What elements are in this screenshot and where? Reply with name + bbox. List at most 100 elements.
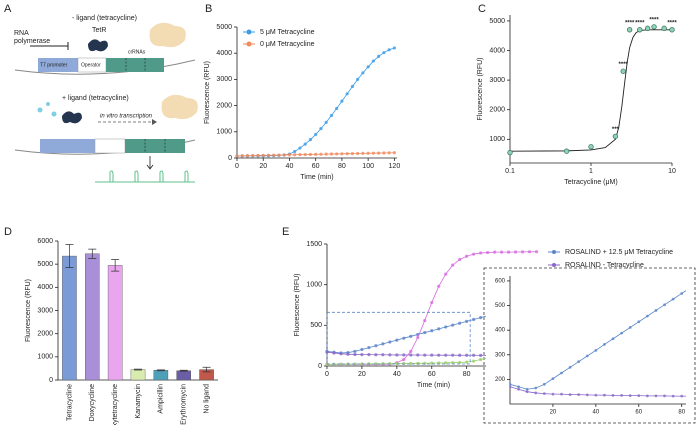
data-point	[303, 152, 307, 157]
x-tick-label: 20	[550, 410, 557, 416]
data-point	[437, 353, 441, 357]
data-point	[332, 351, 336, 355]
data-point	[637, 394, 641, 398]
data-point	[339, 352, 343, 356]
data-point	[382, 151, 386, 155]
x-tick-label: 20	[358, 371, 366, 378]
data-point	[423, 330, 427, 335]
repression-arrow	[30, 42, 69, 50]
data-point	[525, 387, 529, 391]
data-point	[644, 25, 651, 31]
inset-bg	[486, 270, 693, 421]
data-point	[353, 349, 357, 353]
y-tick-label: 5000	[216, 24, 232, 31]
data-point	[402, 336, 406, 340]
data-point	[324, 152, 328, 156]
data-point	[314, 152, 318, 156]
y-tick-label: 1000	[489, 136, 505, 143]
data-point	[360, 362, 364, 366]
x-tick-label: No ligand	[203, 384, 210, 414]
data-point	[329, 113, 334, 118]
data-point	[287, 153, 292, 157]
data-point	[542, 382, 546, 386]
data-point	[510, 385, 512, 389]
data-point	[507, 149, 513, 156]
data-point	[356, 151, 360, 156]
data-point	[266, 153, 271, 157]
error-bar	[65, 244, 74, 268]
data-point	[314, 132, 318, 137]
polymerase-label: polymerase	[14, 38, 50, 45]
data-point	[560, 371, 563, 375]
data-point	[430, 300, 434, 305]
data-point	[458, 360, 462, 365]
x-tick-label: 80	[678, 410, 685, 416]
y-tick-label: 4000	[37, 284, 53, 291]
data-point	[409, 361, 413, 365]
data-point	[395, 353, 399, 357]
data-point	[387, 151, 391, 155]
legend-marker	[552, 250, 556, 254]
data-point	[663, 303, 666, 307]
data-point	[458, 353, 462, 357]
data-point	[542, 392, 546, 396]
data-point	[493, 250, 497, 254]
data-point	[525, 390, 529, 394]
data-point	[423, 353, 427, 357]
data-point	[520, 250, 525, 254]
data-point	[671, 394, 675, 398]
x-tick-label: 0	[235, 163, 239, 170]
y-axis-label: Fluorescence (RFU)	[25, 279, 32, 342]
data-point	[527, 250, 532, 254]
x-tick-label: 80	[463, 371, 471, 378]
ligand-dot	[37, 107, 43, 113]
x-axis-label: Tetracycline (μM)	[564, 179, 617, 186]
legend-marker	[552, 263, 556, 267]
data-point	[499, 250, 504, 254]
data-point	[402, 357, 406, 362]
data-point	[416, 353, 420, 357]
error-bar	[156, 369, 165, 372]
data-point	[465, 353, 469, 357]
legend-marker	[246, 29, 252, 35]
y-tick-label: 200	[495, 377, 506, 383]
panel-label: C	[478, 3, 486, 15]
data-point	[256, 153, 260, 158]
data-point	[298, 146, 302, 150]
y-tick-label: 500	[495, 303, 506, 309]
data-point	[513, 250, 518, 254]
bar	[107, 265, 123, 381]
data-point	[654, 394, 658, 398]
data-point	[645, 394, 649, 398]
data-point	[680, 394, 684, 398]
data-point	[282, 153, 286, 157]
data-point	[388, 340, 392, 344]
data-point	[377, 54, 381, 58]
data-point	[510, 382, 512, 386]
data-point	[472, 359, 476, 363]
data-point	[325, 362, 329, 366]
data-point	[339, 362, 343, 366]
data-point	[585, 354, 589, 358]
crrna-box	[125, 139, 185, 153]
data-point	[319, 152, 323, 156]
x-tick-label: 120	[389, 163, 401, 170]
data-point	[430, 329, 434, 333]
y-tick-label: 2000	[489, 107, 505, 114]
data-point	[395, 361, 399, 366]
significance: ***	[612, 127, 620, 133]
data-point	[346, 352, 350, 356]
data-point	[506, 250, 511, 254]
data-point	[465, 254, 469, 258]
data-point	[374, 362, 378, 366]
x-tick-label: 40	[286, 163, 294, 170]
data-point	[451, 263, 455, 267]
y-tick-label: 3000	[37, 307, 53, 314]
y-tick-label: 500	[310, 322, 322, 329]
y-tick-label: 4000	[489, 47, 505, 54]
data-point	[430, 353, 434, 357]
data-point	[272, 153, 276, 157]
data-point	[308, 152, 313, 157]
data-point	[367, 353, 371, 357]
data-point	[303, 142, 307, 146]
